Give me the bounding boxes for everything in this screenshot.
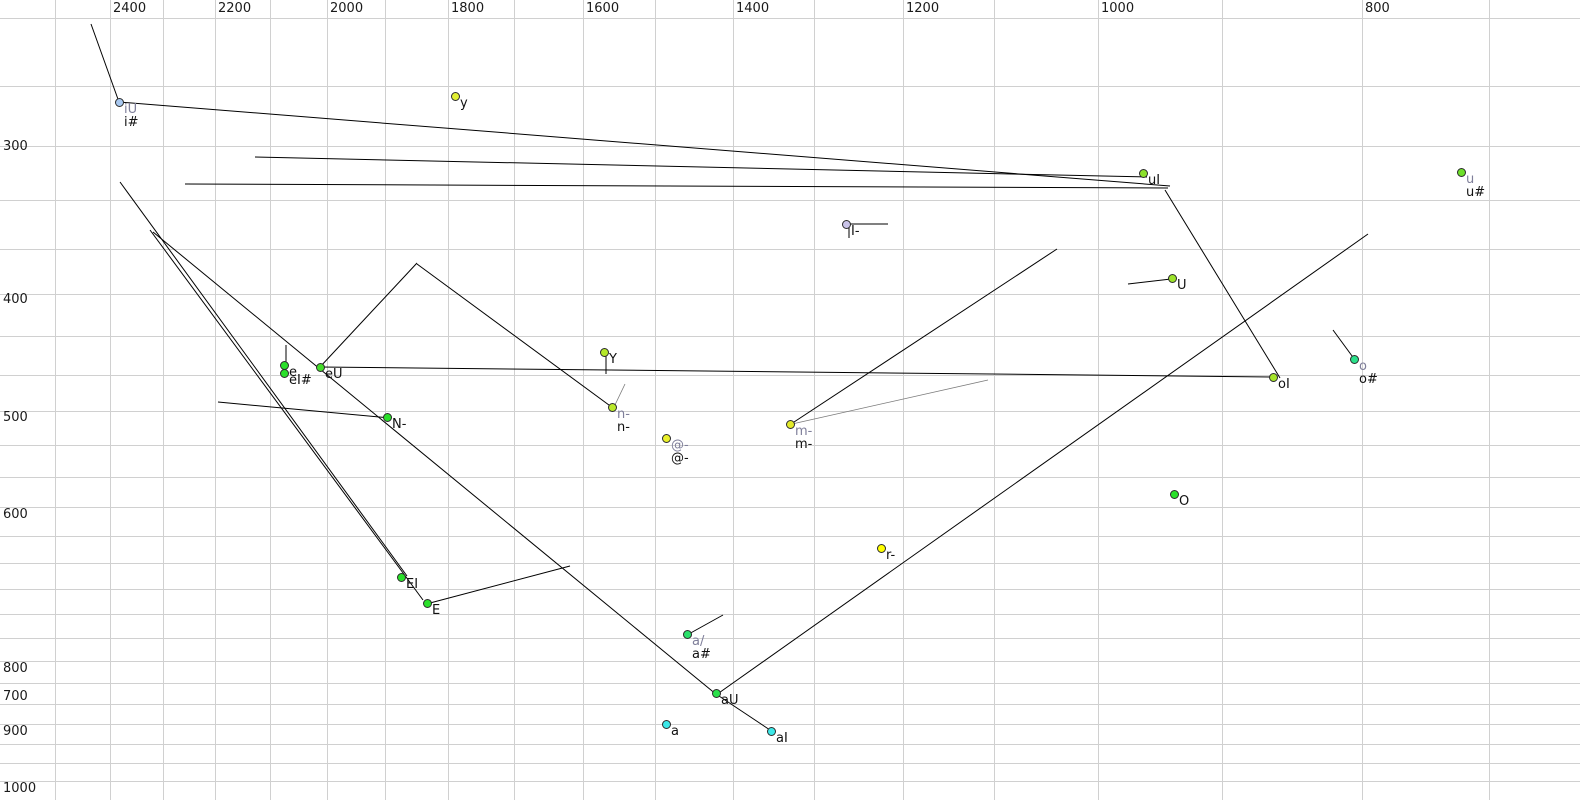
trajectory-aI-line xyxy=(715,693,774,733)
vowel-label-r-: r- xyxy=(886,548,896,563)
trajectory-big-diag xyxy=(715,233,1369,696)
vowel-label-Y: Y xyxy=(609,352,617,367)
vowel-point-iU[interactable] xyxy=(115,98,124,107)
vowel-label-y: y xyxy=(460,96,468,111)
vowel-label-e#: eI# xyxy=(289,373,312,388)
trajectory-eU-long xyxy=(319,366,1277,378)
vowel-label-I-: I- xyxy=(851,224,860,239)
vowel-label-alt-n-: n- xyxy=(617,420,630,435)
y-axis-tick-600: 600 xyxy=(3,507,28,522)
y-axis-tick-500: 500 xyxy=(3,410,28,425)
y-axis-tick-400: 400 xyxy=(3,292,28,307)
vowel-point-o[interactable] xyxy=(1350,355,1359,364)
x-axis-tick-1200: 1200 xyxy=(906,1,940,16)
vowel-label-aU: aU xyxy=(721,693,739,708)
vowel-label-aI: aI xyxy=(776,731,788,746)
vowel-point-a[interactable] xyxy=(662,720,671,729)
x-axis-tick-1800: 1800 xyxy=(451,1,485,16)
vowel-label-E: E xyxy=(432,603,441,618)
vowel-label-iU: iU xyxy=(124,102,138,117)
vowel-label-n-: n- xyxy=(617,407,630,422)
x-axis-tick-1600: 1600 xyxy=(586,1,620,16)
vowel-label-alt-o: o# xyxy=(1359,372,1378,387)
vowel-point-m-[interactable] xyxy=(786,420,795,429)
vowel-label-u: u xyxy=(1466,172,1475,187)
vowel-label-EI: EI xyxy=(406,577,419,592)
trajectory-U-line xyxy=(1127,278,1172,285)
vowel-point-e#[interactable] xyxy=(280,369,289,378)
y-axis-tick-1000: 1000 xyxy=(3,781,37,796)
trajectory-uI-upper xyxy=(254,156,1148,178)
vowel-label-uI: uI xyxy=(1148,173,1161,188)
trajectory-e-fan-c xyxy=(152,231,718,696)
vowel-point-uI[interactable] xyxy=(1139,169,1148,178)
vowel-point-O[interactable] xyxy=(1170,490,1179,499)
trajectory-a-ray xyxy=(686,614,724,636)
vowel-point-EI[interactable] xyxy=(397,573,406,582)
vowel-point-Y[interactable] xyxy=(600,348,609,357)
vowel-label-e: e xyxy=(289,365,297,380)
vowel-point-U[interactable] xyxy=(1168,274,1177,283)
vowel-point-oI[interactable] xyxy=(1269,373,1278,382)
vowel-point-N-[interactable] xyxy=(383,413,392,422)
trajectory-m-diag xyxy=(790,248,1058,425)
vowel-label-alt-iU: i# xyxy=(124,115,139,130)
trajectory-E-line xyxy=(429,565,571,604)
vowel-label-a: a xyxy=(671,724,679,739)
x-axis-tick-2000: 2000 xyxy=(330,1,364,16)
y-axis-tick-300: 300 xyxy=(3,139,28,154)
trajectory-uI-lower xyxy=(184,183,1169,189)
vowel-label-alt-m-: m- xyxy=(795,437,813,452)
vowel-label-U: U xyxy=(1177,278,1187,293)
vowel-point-y[interactable] xyxy=(451,92,460,101)
vowel-point-aU[interactable] xyxy=(712,689,721,698)
trajectory-n-ray xyxy=(613,383,626,408)
vowel-label-N-: N- xyxy=(392,417,407,432)
vowel-label-alt-@-: @- xyxy=(671,451,689,466)
trajectory-e-fan-b xyxy=(149,229,424,601)
x-axis-tick-2200: 2200 xyxy=(218,1,252,16)
vowel-point-eU[interactable] xyxy=(316,363,325,372)
trajectory-N-line xyxy=(217,401,391,419)
y-axis-tick-700: 700 xyxy=(3,689,28,704)
vowel-label-O: O xyxy=(1179,494,1190,509)
vowel-label-alt-u: u# xyxy=(1466,185,1486,200)
vowel-label-m-: m- xyxy=(795,424,813,439)
vowel-label-oI: oI xyxy=(1278,377,1290,392)
trajectory-n-diag xyxy=(416,263,614,409)
vowel-point-E[interactable] xyxy=(423,599,432,608)
trajectory-iU-out xyxy=(118,101,1171,187)
trajectory-uI-down xyxy=(1164,189,1281,379)
vowel-point-@-[interactable] xyxy=(662,434,671,443)
vowel-label-@-: @- xyxy=(671,438,689,453)
vowel-label-a/: a/ xyxy=(692,634,705,649)
vowel-label-eU: eU xyxy=(325,367,343,382)
trajectory-m-ray xyxy=(791,379,989,425)
trajectory-eU-ray xyxy=(319,262,418,368)
trajectory-iU-in xyxy=(90,23,120,103)
x-axis-tick-1000: 1000 xyxy=(1101,1,1135,16)
x-axis-tick-1400: 1400 xyxy=(736,1,770,16)
vowel-point-I-[interactable] xyxy=(842,220,851,229)
vowel-label-o: o xyxy=(1359,359,1367,374)
x-axis-tick-800: 800 xyxy=(1365,1,1390,16)
vowel-point-n-[interactable] xyxy=(608,403,617,412)
vowel-point-aI[interactable] xyxy=(767,727,776,736)
vowel-point-r-[interactable] xyxy=(877,544,886,553)
x-axis-tick-2400: 2400 xyxy=(113,1,147,16)
trajectory-e-fan-a xyxy=(119,181,408,577)
y-axis-tick-900: 900 xyxy=(3,724,28,739)
vowel-point-u[interactable] xyxy=(1457,168,1466,177)
trajectory-layer xyxy=(90,23,1369,733)
y-axis-tick-800: 800 xyxy=(3,661,28,676)
vowel-point-a/[interactable] xyxy=(683,630,692,639)
vowel-label-alt-a/: a# xyxy=(692,647,711,662)
